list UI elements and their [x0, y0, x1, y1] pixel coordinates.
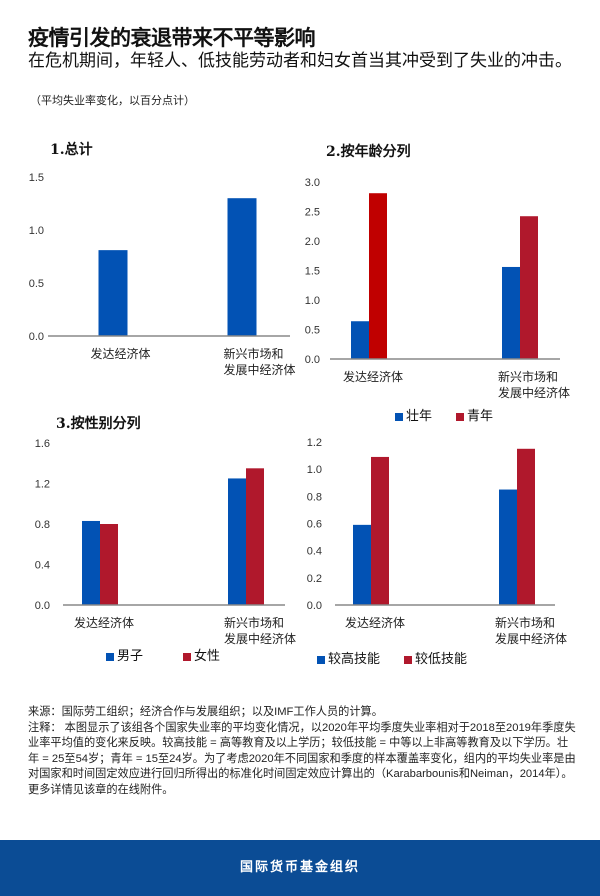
- y-tick-label: 0.8: [307, 491, 322, 503]
- y-tick-label: 1.5: [29, 172, 44, 184]
- y-tick-label: 1.0: [305, 295, 320, 307]
- panel-2-title: 2.按年龄分列: [326, 144, 411, 160]
- legend-panel-4: 较高技能 较低技能: [317, 652, 467, 668]
- y-tick-label: 0.5: [29, 278, 44, 290]
- legend-swatch: [395, 412, 403, 421]
- legend-swatch: [106, 652, 114, 661]
- bar: [371, 456, 389, 605]
- page-title: 疫情引发的衰退带来不平等影响: [28, 26, 316, 50]
- x-tick-label: 新兴市场和: [224, 615, 284, 630]
- x-tick-label: 发展中经济体: [498, 385, 570, 400]
- legend-item: 较低技能: [404, 652, 467, 668]
- panel-3-title: 3.按性别分列: [56, 416, 141, 432]
- x-tick-label: 新兴市场和: [498, 369, 558, 384]
- y-tick-label: 2.0: [305, 236, 320, 248]
- y-tick-label: 0.0: [35, 600, 50, 612]
- y-tick-label: 1.0: [29, 225, 44, 237]
- x-tick-label: 新兴市场和: [224, 346, 284, 361]
- panel-1-title: 1.总计: [50, 142, 93, 158]
- legend-swatch: [317, 655, 325, 664]
- legend-label: 男子: [117, 649, 144, 664]
- bar: [227, 198, 257, 336]
- bar: [353, 524, 371, 605]
- x-tick-label: 发展中经济体: [495, 631, 567, 646]
- legend-panel-3: 男子 女性: [106, 649, 220, 665]
- bar: [82, 520, 100, 605]
- x-tick-label: 发展中经济体: [224, 362, 296, 377]
- page-subtitle: 在危机期间，年轻人、低技能劳动者和妇女首当其冲受到了失业的冲击。: [28, 51, 572, 71]
- y-tick-label: 0.4: [35, 560, 50, 572]
- x-tick-label: 新兴市场和: [495, 615, 555, 630]
- bar: [520, 216, 538, 359]
- bar: [351, 321, 369, 359]
- bar: [98, 250, 128, 336]
- y-tick-label: 0.6: [307, 519, 322, 531]
- y-tick-label: 1.2: [35, 479, 50, 491]
- bar: [369, 193, 387, 359]
- legend-item: 女性: [183, 649, 220, 665]
- y-tick-label: 0.4: [307, 546, 322, 558]
- y-tick-label: 0.2: [307, 573, 322, 585]
- x-tick-label: 发达经济体: [74, 615, 134, 630]
- footer-org: 国际货币基金组织: [0, 840, 600, 896]
- legend-label: 女性: [194, 649, 221, 664]
- x-tick-label: 发展中经济体: [224, 631, 296, 646]
- unit-label: （平均失业率变化，以百分点计）: [30, 94, 195, 107]
- legend-swatch: [183, 652, 192, 661]
- legend-swatch: [456, 412, 465, 421]
- legend-label: 青年: [467, 409, 494, 424]
- y-tick-label: 0.0: [307, 600, 322, 612]
- legend-label: 壮年: [406, 409, 433, 424]
- note-text: 注释： 本图显示了该组各个国家失业率的平均变化情况，以2020年平均季度失业率相…: [28, 721, 576, 796]
- legend-panel-2: 壮年 青年: [395, 409, 493, 425]
- y-tick-label: 1.2: [307, 437, 322, 449]
- legend-item: 较高技能: [317, 652, 380, 668]
- y-tick-label: 0.0: [29, 331, 44, 343]
- legend-item: 壮年: [395, 409, 432, 425]
- legend-item: 青年: [456, 409, 493, 425]
- x-tick-label: 发达经济体: [345, 615, 405, 630]
- bar: [499, 489, 517, 605]
- legend-swatch: [404, 655, 413, 664]
- y-tick-label: 1.0: [307, 464, 322, 476]
- legend-label: 较低技能: [415, 652, 468, 667]
- legend-label: 较高技能: [328, 652, 381, 667]
- legend-item: 男子: [106, 649, 143, 665]
- bar: [228, 478, 246, 605]
- x-tick-label: 发达经济体: [343, 369, 403, 384]
- x-tick-label: 发达经济体: [91, 346, 151, 361]
- bar: [517, 448, 535, 605]
- y-tick-label: 0.0: [305, 354, 320, 366]
- y-tick-label: 1.6: [35, 438, 50, 450]
- y-tick-label: 0.8: [35, 519, 50, 531]
- y-tick-label: 2.5: [305, 207, 320, 219]
- source-text: 来源：国际劳工组织；经济合作与发展组织；以及IMF工作人员的计算。: [28, 706, 383, 718]
- y-tick-label: 3.0: [305, 177, 320, 189]
- bar: [246, 468, 264, 605]
- notes: 来源：国际劳工组织；经济合作与发展组织；以及IMF工作人员的计算。 注释： 本图…: [28, 705, 578, 799]
- bar: [502, 266, 520, 359]
- y-tick-label: 0.5: [305, 325, 320, 337]
- y-tick-label: 1.5: [305, 266, 320, 278]
- bar: [100, 524, 118, 605]
